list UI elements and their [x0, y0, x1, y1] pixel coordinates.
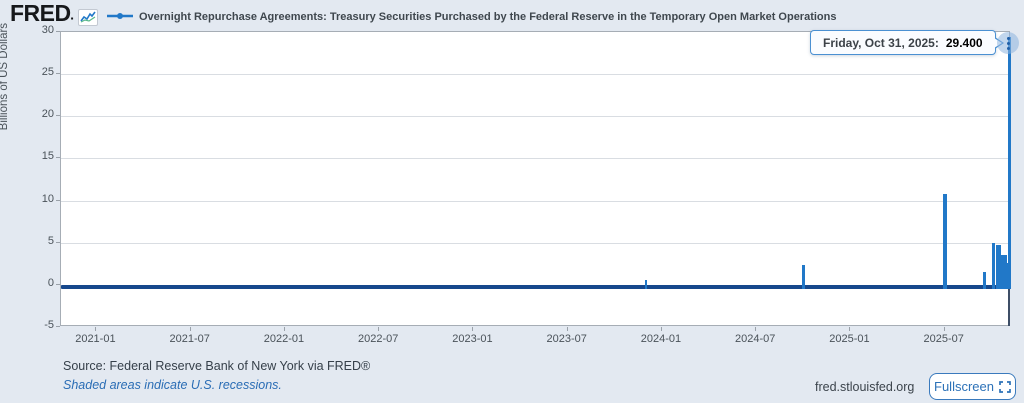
series-spike — [1007, 37, 1011, 289]
x-tick-label: 2023-01 — [452, 333, 493, 345]
hover-crosshair — [1008, 288, 1010, 326]
x-tick-label: 2023-07 — [546, 333, 587, 345]
fred-site-link[interactable]: fred.stlouisfed.org — [815, 380, 915, 394]
x-tick-mark — [472, 327, 474, 331]
x-tick-mark — [755, 327, 757, 331]
x-tick-mark — [849, 327, 851, 331]
y-tick-mark — [56, 241, 60, 243]
header: FRED▪ Overnight Repurchase Agreements: T… — [10, 0, 837, 29]
series-spike — [942, 193, 947, 289]
x-tick-label: 2025-07 — [923, 333, 964, 345]
fullscreen-label: Fullscreen — [934, 379, 994, 394]
gridline — [61, 74, 1009, 76]
plot-area[interactable] — [60, 31, 1011, 326]
source-attribution: Source: Federal Reserve Bank of New York… — [63, 359, 371, 373]
series-title[interactable]: Overnight Repurchase Agreements: Treasur… — [138, 10, 837, 23]
y-tick-label: 20 — [41, 108, 54, 121]
fullscreen-button[interactable]: Fullscreen — [929, 373, 1016, 400]
trademark-dot: ▪ — [70, 14, 74, 23]
y-tick-mark — [56, 199, 60, 201]
y-tick-label: 25 — [41, 66, 54, 79]
y-tick-label: 15 — [41, 150, 54, 163]
gridline — [61, 158, 1009, 160]
chart-options-kebab-menu-icon[interactable] — [997, 32, 1019, 54]
x-tick-mark — [283, 327, 285, 331]
legend-line-marker-icon — [106, 8, 133, 26]
y-tick-label: -5 — [44, 319, 54, 331]
gridline — [61, 200, 1009, 202]
tooltip-value: 29.400 — [945, 35, 983, 50]
x-tick-label: 2024-01 — [640, 333, 682, 345]
series-spike — [991, 242, 995, 289]
series-spike — [996, 245, 1002, 289]
x-tick-mark — [378, 327, 380, 331]
x-tick-mark — [660, 327, 662, 331]
tooltip-date: Friday, Oct 31, 2025: — [823, 35, 939, 50]
recession-note: Shaded areas indicate U.S. recessions. — [63, 378, 282, 392]
y-tick-mark — [56, 326, 60, 327]
y-tick-mark — [56, 73, 60, 75]
y-tick-mark — [56, 115, 60, 117]
y-tick-label: 5 — [47, 234, 54, 247]
series-baseline — [61, 284, 1009, 290]
x-tick-label: 2022-01 — [263, 333, 305, 345]
x-tick-label: 2025-01 — [829, 333, 870, 345]
x-tick-mark — [566, 327, 568, 331]
series-spike — [645, 279, 648, 289]
series-spike — [801, 265, 805, 289]
series-spike — [982, 272, 986, 289]
x-tick-label: 2024-07 — [735, 333, 776, 345]
x-tick-label: 2021-01 — [75, 333, 116, 345]
hover-tooltip: Friday, Oct 31, 2025: 29.400 — [810, 30, 1004, 55]
x-tick-mark — [95, 327, 97, 331]
y-tick-mark — [56, 31, 60, 32]
y-tick-label: 10 — [41, 192, 54, 205]
y-tick-label: 30 — [41, 24, 54, 36]
x-tick-label: 2021-07 — [169, 333, 210, 345]
x-tick-mark — [189, 327, 191, 331]
series-spike — [1004, 262, 1009, 289]
y-tick-mark — [56, 157, 60, 159]
x-tick-label: 2022-07 — [357, 333, 399, 345]
fred-logo[interactable]: FRED▪ — [10, 0, 74, 26]
gridline — [61, 116, 1009, 118]
y-tick-mark — [56, 283, 60, 285]
fullscreen-expand-icon — [999, 380, 1011, 393]
chart-zigzag-icon — [77, 8, 98, 26]
gridline — [61, 242, 1009, 244]
y-tick-label: 0 — [47, 276, 54, 289]
series-spike — [1000, 254, 1007, 289]
x-tick-mark — [943, 327, 945, 331]
